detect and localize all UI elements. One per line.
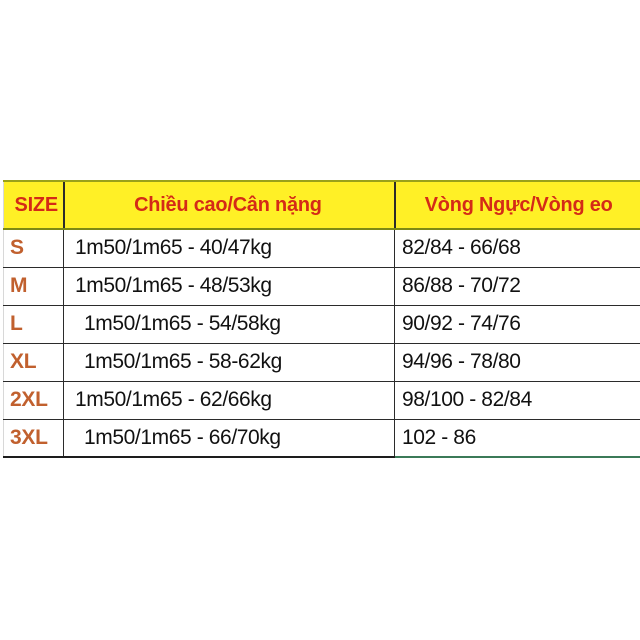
table-row: M 1m50/1m65 - 48/53kg 86/88 - 70/72 xyxy=(3,267,640,306)
cell-bust-waist: 102 - 86 xyxy=(394,419,640,458)
cell-size: XL xyxy=(3,343,64,382)
column-header-height-weight: Chiều cao/Cân nặng xyxy=(62,180,385,230)
cell-bust-waist: 82/84 - 66/68 xyxy=(394,229,640,268)
table-body: S 1m50/1m65 - 40/47kg 82/84 - 66/68 M 1m50/1… xyxy=(3,229,640,458)
size-chart-table: SIZE Chiều cao/Cân nặng Vòng Ngực/Vòng e… xyxy=(3,180,640,458)
table-row: 2XL 1m50/1m65 - 62/66kg 98/100 - 82/84 xyxy=(3,381,640,420)
cell-height-weight: 1m50/1m65 - 40/47kg xyxy=(63,229,395,268)
cell-height-weight: 1m50/1m65 - 54/58kg xyxy=(63,305,395,344)
column-header-size: SIZE xyxy=(3,180,62,230)
cell-height-weight: 1m50/1m65 - 48/53kg xyxy=(63,267,395,306)
cell-bust-waist: 86/88 - 70/72 xyxy=(394,267,640,306)
cell-size: 2XL xyxy=(3,381,64,420)
cell-bust-waist: 94/96 - 78/80 xyxy=(394,343,640,382)
table-row: L 1m50/1m65 - 54/58kg 90/92 - 74/76 xyxy=(3,305,640,344)
table-row: 3XL 1m50/1m65 - 66/70kg 102 - 86 xyxy=(3,419,640,458)
cell-height-weight: 1m50/1m65 - 58-62kg xyxy=(63,343,395,382)
cell-size: 3XL xyxy=(3,419,64,458)
column-header-bust-waist: Vòng Ngực/Vòng eo xyxy=(393,180,634,230)
cell-bust-waist: 98/100 - 82/84 xyxy=(394,381,640,420)
header-row: SIZE Chiều cao/Cân nặng Vòng Ngực/Vòng e… xyxy=(3,180,640,230)
table-row: S 1m50/1m65 - 40/47kg 82/84 - 66/68 xyxy=(3,229,640,268)
cell-height-weight: 1m50/1m65 - 62/66kg xyxy=(63,381,395,420)
cell-bust-waist: 90/92 - 74/76 xyxy=(394,305,640,344)
cell-size: L xyxy=(3,305,64,344)
table-row: XL 1m50/1m65 - 58-62kg 94/96 - 78/80 xyxy=(3,343,640,382)
cell-size: M xyxy=(3,267,64,306)
cell-size: S xyxy=(3,229,64,268)
cell-height-weight: 1m50/1m65 - 66/70kg xyxy=(63,419,395,458)
table-header: SIZE Chiều cao/Cân nặng Vòng Ngực/Vòng e… xyxy=(3,180,640,230)
